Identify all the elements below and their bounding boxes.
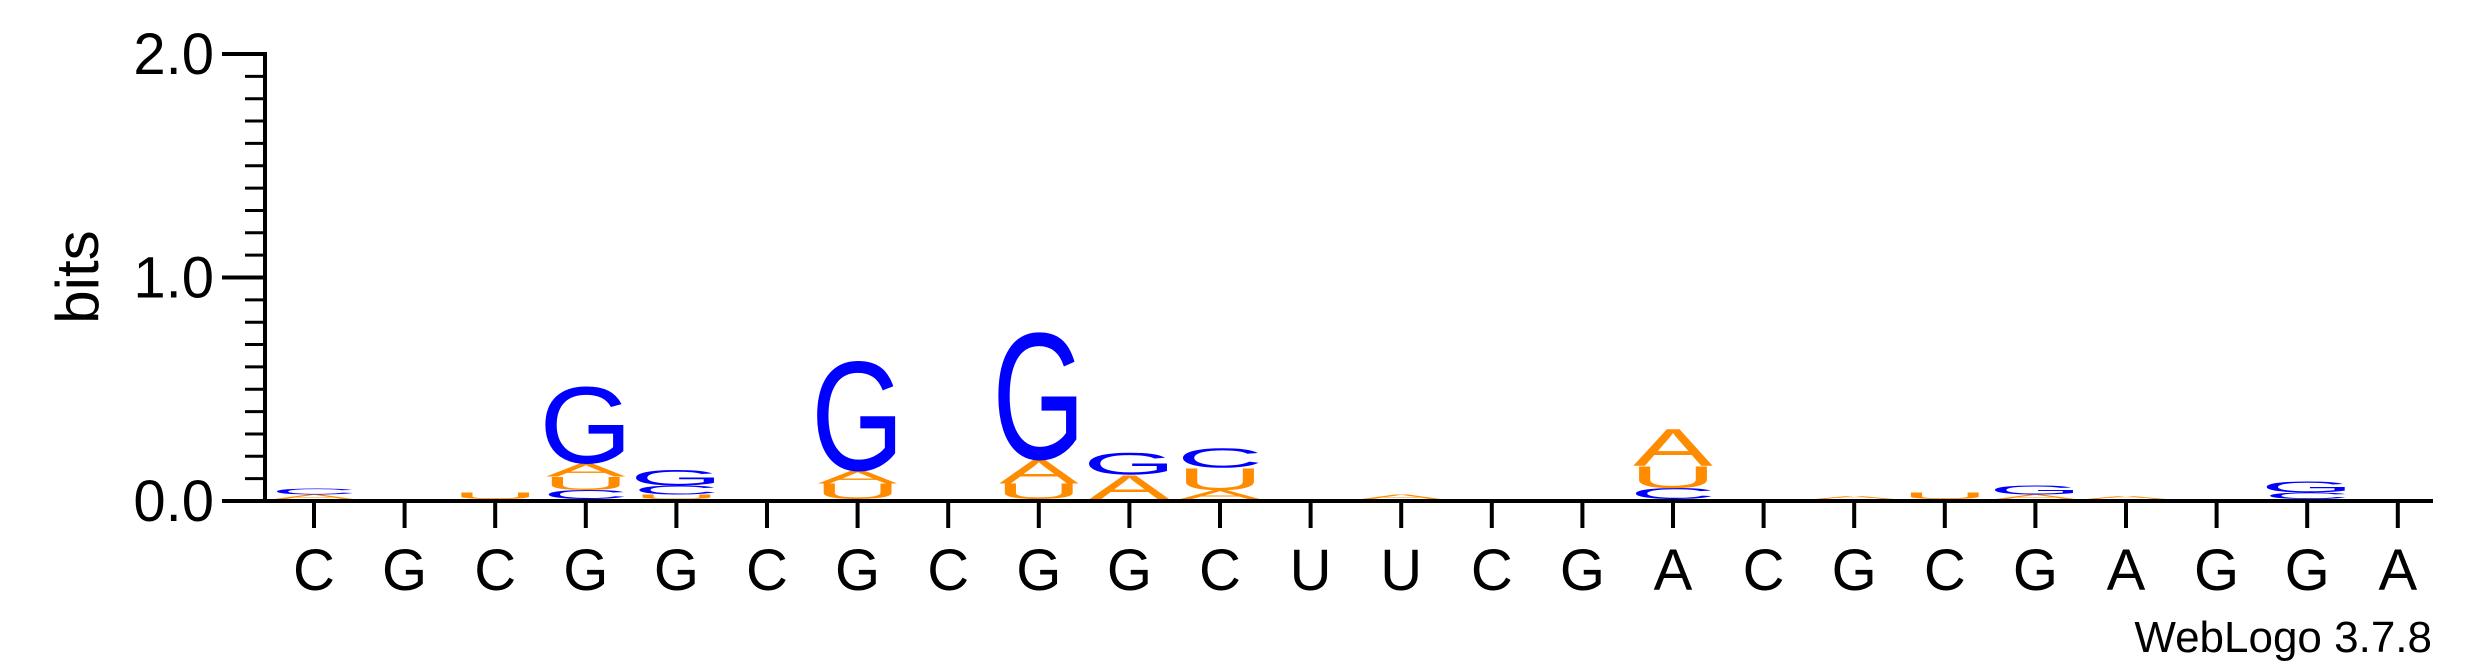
logo-glyph-a: A (2086, 495, 2167, 500)
x-tick-label: U (1290, 538, 1332, 603)
x-tick-label: G (1107, 538, 1152, 603)
x-tick-label: C (927, 538, 969, 603)
logo-glyph-g: G (1989, 483, 2082, 497)
x-tick-label: C (1743, 538, 1785, 603)
y-axis-label: bits (44, 230, 111, 323)
x-tick-label: C (1471, 538, 1513, 603)
logo-glyph-a: A (1996, 493, 2077, 500)
weblogo-credit: WebLogo 3.7.8 (2134, 613, 2432, 662)
x-tick-label: U (1380, 538, 1422, 603)
x-tick-label: G (654, 538, 699, 603)
logo-glyph-a: A (546, 460, 626, 481)
logo-glyph-a: A (1633, 417, 1713, 477)
logo-glyph-c: C (271, 487, 357, 496)
x-tick-label: G (835, 538, 880, 603)
x-tick-label: C (746, 538, 788, 603)
logo-glyph-g: G (992, 295, 1085, 498)
logo-glyph-g: G (630, 466, 723, 490)
logo-glyph-c: C (633, 483, 719, 497)
logo-glyph-u: U (1630, 460, 1716, 495)
x-tick-label: A (2107, 538, 2146, 603)
logo-glyph-g: G (539, 365, 632, 487)
logo-glyph-u: U (633, 493, 719, 500)
logo-glyph-g: G (2261, 478, 2354, 495)
x-tick-label: G (1832, 538, 1877, 603)
x-tick-label: C (474, 538, 516, 603)
logo-glyph-a: A (274, 493, 355, 500)
logo-glyph-a: A (1814, 495, 1895, 500)
logo-glyph-a: A (1361, 493, 1442, 500)
x-tick-label: A (2378, 538, 2417, 603)
logo-glyph-a: A (818, 467, 898, 488)
x-tick-label: G (2194, 538, 2239, 603)
y-tick-label: 0.0 (133, 469, 214, 534)
x-tick-label: G (1560, 538, 1605, 603)
x-tick-label: G (382, 538, 427, 603)
x-tick-label: G (2285, 538, 2330, 603)
logo-glyph-c: C (1630, 485, 1716, 502)
y-tick-label: 2.0 (133, 22, 214, 87)
logo-glyph-a: A (999, 452, 1079, 491)
logo-glyph-c: C (1177, 442, 1263, 473)
x-tick-label: A (1654, 538, 1693, 603)
x-tick-label: C (293, 538, 335, 603)
y-ticks: 0.0 1.0 2.0 (133, 22, 265, 534)
logo-glyph-u: U (543, 473, 629, 494)
logo-glyph-u: U (1902, 490, 1988, 501)
x-tick-label: G (1016, 538, 1061, 603)
logo-glyph-c: C (2264, 490, 2350, 501)
y-tick-label: 1.0 (133, 246, 214, 311)
logo-glyph-a: A (1180, 488, 1260, 502)
x-tick-label: G (2013, 538, 2058, 603)
logo-glyph-u: U (1177, 462, 1263, 497)
logo-glyph-g: G (1083, 447, 1176, 482)
x-tick-label: C (1924, 538, 1966, 603)
x-tick-label: G (563, 538, 608, 603)
logo-glyph-u: U (452, 490, 538, 501)
logo-glyph-c: C (543, 488, 629, 502)
x-tick-label: C (1199, 538, 1241, 603)
logo-glyph-g: G (811, 330, 904, 504)
